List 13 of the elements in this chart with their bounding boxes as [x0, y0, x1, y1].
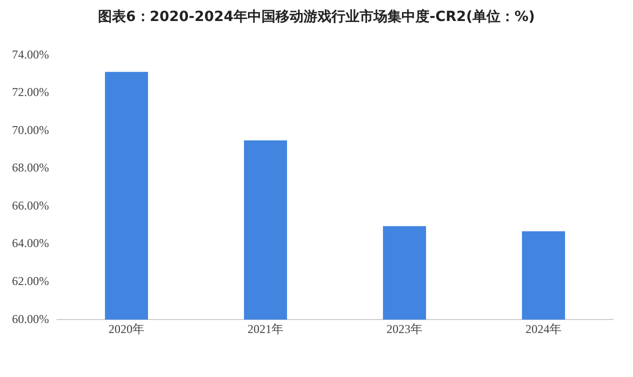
x-tick-label: 2024年: [526, 322, 562, 336]
y-tick-label: 70.00%: [12, 122, 49, 137]
y-tick-label: 68.00%: [12, 160, 49, 175]
y-tick-label: 60.00%: [12, 312, 49, 326]
y-tick-label: 62.00%: [12, 274, 49, 288]
y-tick-label: 64.00%: [12, 236, 49, 250]
chart-title: 图表6：2020-2024年中国移动游戏行业市场集中度-CR2(单位：%): [97, 8, 536, 26]
x-tick-label: 2021年: [248, 322, 284, 336]
x-tick-label: 2020年: [108, 322, 144, 336]
y-tick-label: 66.00%: [12, 198, 49, 212]
y-tick-label: 72.00%: [12, 85, 49, 100]
y-tick-label: 74.00%: [12, 47, 49, 62]
x-tick-label: 2023年: [386, 322, 422, 336]
